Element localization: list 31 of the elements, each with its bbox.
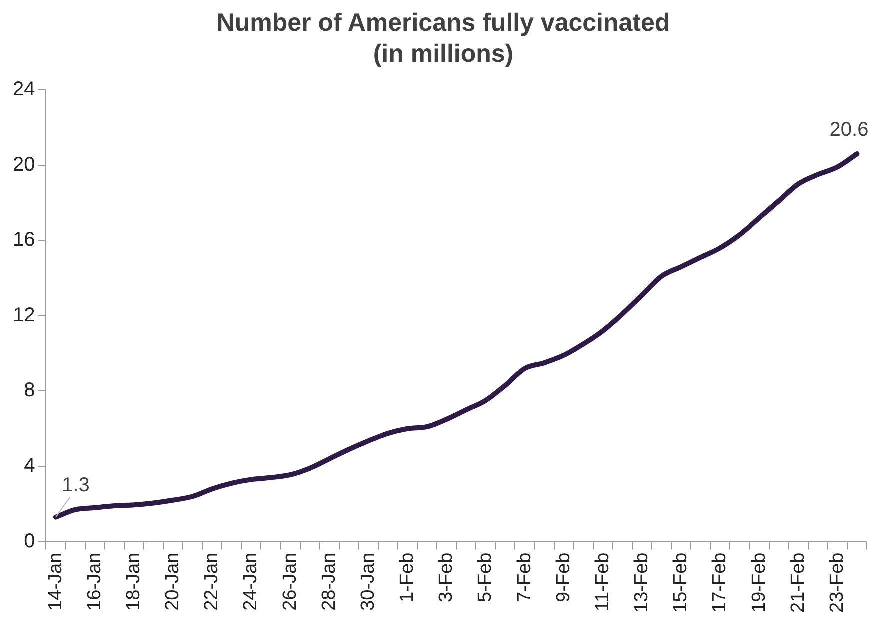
x-tick-label: 11-Feb — [592, 552, 614, 612]
x-tick-label: 22-Jan — [202, 552, 223, 611]
y-tick-label: 4 — [24, 455, 36, 478]
x-tick-label: 21-Feb — [788, 552, 809, 613]
x-tick-label: 24-Jan — [240, 552, 262, 611]
x-tick-label: 26-Jan — [280, 552, 301, 611]
x-tick-label: 7-Feb — [514, 552, 536, 602]
y-tick-label: 16 — [12, 229, 36, 252]
x-tick-label: 3-Feb — [436, 552, 458, 602]
x-tick-label: 16-Jan — [84, 552, 106, 611]
x-tick-label: 30-Jan — [358, 552, 379, 611]
x-tick-label: 15-Feb — [670, 552, 692, 613]
y-tick-label: 8 — [24, 380, 36, 402]
y-tick-label: 24 — [12, 78, 36, 101]
x-tick-label: 23-Feb — [826, 552, 848, 613]
x-tick-label: 5-Feb — [475, 552, 496, 602]
x-tick-label: 18-Jan — [123, 552, 144, 611]
y-tick-label: 0 — [24, 530, 36, 552]
data-label: 20.6 — [830, 119, 869, 142]
y-tick-label: 12 — [12, 304, 36, 326]
x-tick-label: 17-Feb — [710, 552, 731, 613]
data-label: 1.3 — [62, 474, 90, 496]
y-tick-label: 20 — [12, 154, 36, 176]
x-tick-label: 28-Jan — [318, 552, 340, 611]
x-tick-label: 13-Feb — [632, 552, 653, 613]
x-tick-label: 20-Jan — [162, 552, 184, 611]
x-tick-label: 9-Feb — [553, 552, 574, 602]
x-tick-label: 14-Jan — [45, 552, 66, 611]
x-tick-label: 1-Feb — [397, 552, 418, 602]
chart-title: Number of Americans fully vaccinated (in millions) — [216, 8, 672, 70]
x-tick-label: 19-Feb — [748, 552, 770, 613]
